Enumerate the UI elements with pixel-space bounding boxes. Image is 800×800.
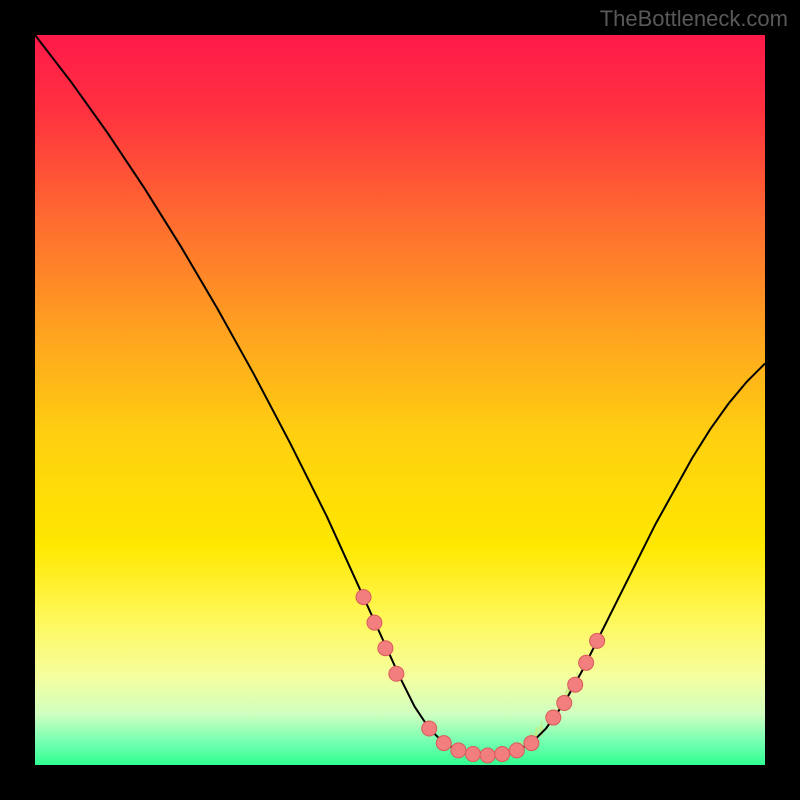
bottleneck-curve-chart <box>35 35 765 765</box>
data-markers <box>356 590 605 763</box>
data-marker <box>422 721 437 736</box>
data-marker <box>546 710 561 725</box>
data-marker <box>389 666 404 681</box>
data-marker <box>579 655 594 670</box>
data-marker <box>356 590 371 605</box>
data-marker <box>451 743 466 758</box>
data-marker <box>509 743 524 758</box>
data-marker <box>568 677 583 692</box>
data-marker <box>436 736 451 751</box>
data-marker <box>524 736 539 751</box>
data-marker <box>590 633 605 648</box>
data-marker <box>367 615 382 630</box>
bottleneck-curve <box>35 35 765 756</box>
data-marker <box>466 747 481 762</box>
data-marker <box>480 748 495 763</box>
data-marker <box>378 641 393 656</box>
watermark-text: TheBottleneck.com <box>600 6 788 32</box>
data-marker <box>495 747 510 762</box>
plot-area <box>35 35 765 765</box>
data-marker <box>557 695 572 710</box>
